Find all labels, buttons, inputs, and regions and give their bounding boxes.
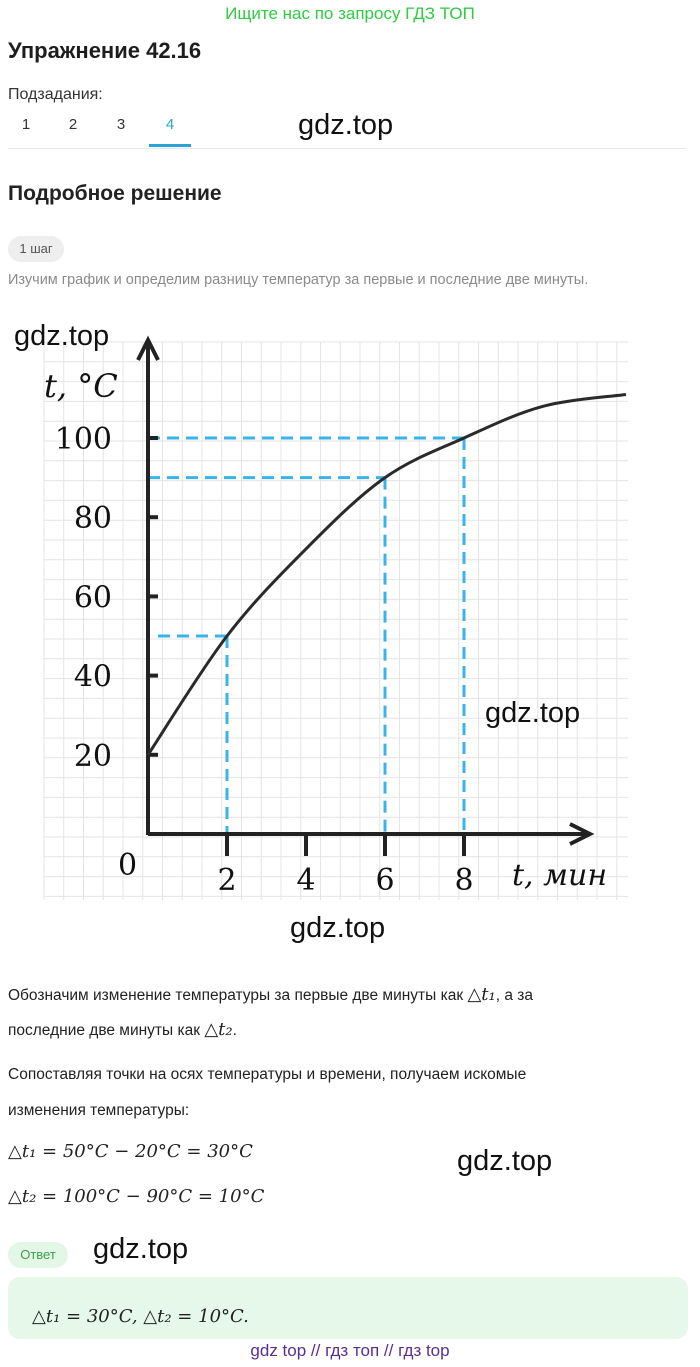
y-tick-label: 20 bbox=[74, 739, 112, 774]
subtask-tab-3[interactable]: 3 bbox=[116, 116, 126, 133]
explanation-line-3: Сопоставляя точки на осях температуры и … bbox=[8, 1066, 527, 1083]
axis-ticks: 20 40 60 80 100 2 4 6 8 bbox=[55, 422, 474, 898]
x-tick-label: 4 bbox=[296, 863, 315, 898]
subtask-tab-4[interactable]: 4 bbox=[165, 116, 175, 133]
x-tick-label: 2 bbox=[217, 863, 236, 898]
x-tick-label: 6 bbox=[375, 863, 394, 898]
explanation-text: , а за bbox=[495, 987, 534, 1004]
subtask-tab-2[interactable]: 2 bbox=[68, 116, 78, 133]
solution-title: Подробное решение bbox=[8, 182, 222, 205]
temperature-curve bbox=[146, 393, 627, 756]
y-tick-label: 100 bbox=[55, 422, 112, 457]
answer-box bbox=[8, 1277, 688, 1339]
y-axis-arrow bbox=[136, 335, 160, 361]
graph-guides bbox=[148, 436, 466, 834]
watermark: gdz.top bbox=[298, 109, 394, 141]
delta-t1-symbol: △t₁ bbox=[467, 984, 496, 1005]
y-tick-label: 40 bbox=[74, 660, 112, 695]
active-tab-indicator bbox=[149, 144, 191, 147]
explanation-text: Обозначим изменение температуры за первы… bbox=[8, 987, 468, 1004]
delta-t2-symbol: △t₂ bbox=[204, 1019, 233, 1040]
y-tick-label: 80 bbox=[74, 501, 112, 536]
subtask-tabs: 1 2 3 4 bbox=[8, 110, 686, 149]
explanation-line-2: последние две минуты как △t₂. bbox=[8, 1013, 237, 1048]
x-axis-label: t, мин bbox=[512, 858, 607, 893]
step-description: Изучим график и определим разницу темпер… bbox=[8, 272, 589, 288]
search-hint-link[interactable]: Ищите нас по запросу ГДЗ ТОП bbox=[225, 4, 475, 23]
y-tick-label: 60 bbox=[74, 580, 112, 615]
subtasks-label: Подзадания: bbox=[8, 86, 103, 103]
graph-grid bbox=[43, 341, 628, 900]
explanation-text: . bbox=[232, 1022, 237, 1039]
answer-text: △t₁ = 30°C, △t₂ = 10°C. bbox=[32, 1306, 249, 1327]
explanation-line-1: Обозначим изменение температуры за первы… bbox=[8, 978, 533, 1013]
x-axis-arrow bbox=[569, 822, 595, 846]
watermark: gdz.top bbox=[457, 1145, 553, 1177]
explanation-line-4: изменения температуры: bbox=[8, 1102, 190, 1119]
watermark: gdz.top bbox=[290, 912, 386, 944]
equation-delta-t1: △t₁ = 50°C − 20°C = 30°C bbox=[8, 1141, 253, 1162]
watermark: gdz.top bbox=[14, 320, 109, 352]
watermark: gdz.top bbox=[93, 1233, 189, 1265]
equation-delta-t2: △t₂ = 100°C − 90°C = 10°C bbox=[8, 1186, 265, 1207]
step-badge: 1 шаг bbox=[8, 236, 64, 262]
footer-links[interactable]: gdz top // гдз топ // гдз top bbox=[250, 1341, 450, 1360]
watermark: gdz.top bbox=[485, 697, 580, 729]
explanation-text: последние две минуты как bbox=[8, 1022, 205, 1039]
temperature-graph: 20 40 60 80 100 2 4 6 8 t, °C t, мин 0 gdz.top g… bbox=[14, 320, 628, 900]
origin-label: 0 bbox=[118, 848, 137, 883]
exercise-title: Упражнение 42.16 bbox=[8, 38, 202, 63]
y-axis-label: t, °C bbox=[44, 367, 118, 405]
subtask-tab-1[interactable]: 1 bbox=[21, 116, 31, 133]
answer-badge: Ответ bbox=[8, 1242, 68, 1268]
x-tick-label: 8 bbox=[454, 863, 473, 898]
